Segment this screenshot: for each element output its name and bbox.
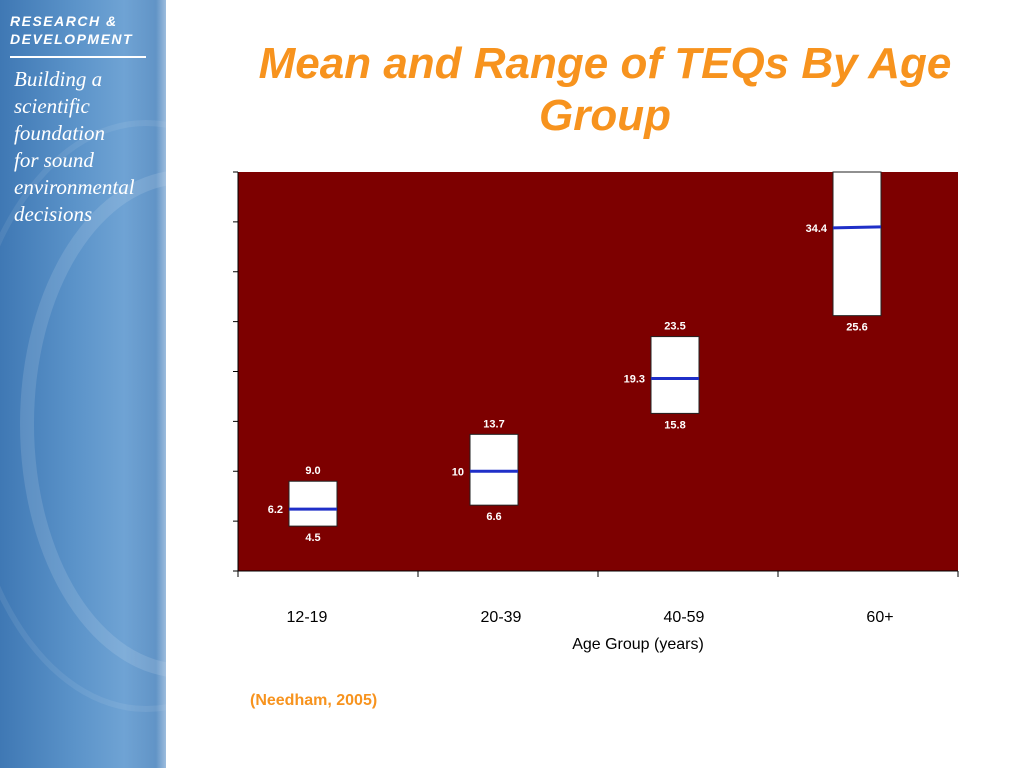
range-box bbox=[288, 480, 338, 527]
x-tick-label: 40-59 bbox=[664, 609, 705, 626]
data-label-mean: 10 bbox=[452, 466, 464, 478]
org-name: RESEARCH & DEVELOPMENT bbox=[10, 12, 160, 48]
mean-line bbox=[832, 225, 882, 230]
tagline: Building a scientific foundation for sou… bbox=[14, 66, 164, 228]
x-tick-label: 20-39 bbox=[481, 609, 522, 626]
data-label-mean: 34.4 bbox=[806, 223, 828, 235]
x-tick-label: 60+ bbox=[866, 609, 893, 626]
citation: (Needham, 2005) bbox=[250, 692, 378, 709]
tagline-line: foundation bbox=[14, 121, 106, 145]
tagline-line: scientific bbox=[14, 94, 90, 118]
data-label-low: 25.6 bbox=[846, 322, 867, 334]
tagline-line: Building a bbox=[14, 67, 103, 91]
sidebar-panel: RESEARCH & DEVELOPMENT Building a scient… bbox=[0, 0, 166, 768]
data-label-low: 15.8 bbox=[664, 419, 685, 431]
org-divider bbox=[10, 56, 146, 58]
org-name-line2: DEVELOPMENT bbox=[10, 31, 134, 47]
x-tick-label: 12-19 bbox=[287, 609, 328, 626]
data-label-low: 6.6 bbox=[486, 511, 501, 523]
data-label-high: 23.5 bbox=[664, 321, 685, 333]
data-label-mean: 6.2 bbox=[268, 504, 283, 516]
org-name-line1: RESEARCH & bbox=[10, 13, 118, 29]
range-box bbox=[832, 171, 882, 317]
data-label-low: 4.5 bbox=[305, 532, 320, 544]
sidebar-edge bbox=[156, 0, 166, 768]
data-label-high: 9.0 bbox=[305, 465, 320, 477]
data-label-high: 13.7 bbox=[483, 418, 504, 430]
data-label-mean: 19.3 bbox=[624, 373, 645, 385]
tagline-line: decisions bbox=[14, 202, 93, 226]
x-axis-label: Age Group (years) bbox=[572, 636, 704, 653]
slide-title: Mean and Range of TEQs By Age Group bbox=[258, 39, 952, 140]
tagline-line: for sound bbox=[14, 148, 94, 172]
range-box bbox=[650, 336, 700, 414]
tagline-line: environmental bbox=[14, 175, 135, 199]
